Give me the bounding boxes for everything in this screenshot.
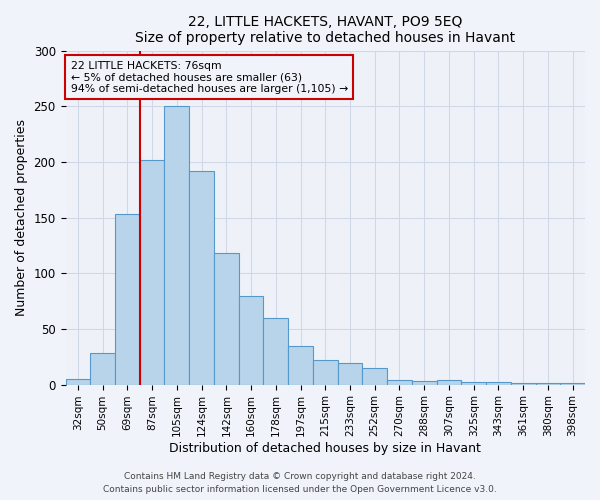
Text: Contains HM Land Registry data © Crown copyright and database right 2024.: Contains HM Land Registry data © Crown c…: [124, 472, 476, 481]
Bar: [486, 382, 511, 384]
X-axis label: Distribution of detached houses by size in Havant: Distribution of detached houses by size …: [169, 442, 481, 455]
Bar: [461, 382, 486, 384]
Bar: [214, 253, 239, 384]
Text: 22 LITTLE HACKETS: 76sqm
← 5% of detached houses are smaller (63)
94% of semi-de: 22 LITTLE HACKETS: 76sqm ← 5% of detache…: [71, 60, 348, 94]
Bar: [65, 379, 90, 384]
Bar: [412, 382, 437, 384]
Text: Contains public sector information licensed under the Open Government Licence v3: Contains public sector information licen…: [103, 485, 497, 494]
Bar: [263, 318, 288, 384]
Y-axis label: Number of detached properties: Number of detached properties: [15, 119, 28, 316]
Bar: [189, 171, 214, 384]
Bar: [313, 360, 338, 384]
Bar: [164, 106, 189, 384]
Bar: [90, 354, 115, 384]
Bar: [239, 296, 263, 384]
Title: 22, LITTLE HACKETS, HAVANT, PO9 5EQ
Size of property relative to detached houses: 22, LITTLE HACKETS, HAVANT, PO9 5EQ Size…: [135, 15, 515, 45]
Bar: [115, 214, 140, 384]
Bar: [437, 380, 461, 384]
Bar: [387, 380, 412, 384]
Bar: [338, 364, 362, 384]
Bar: [362, 368, 387, 384]
Bar: [140, 160, 164, 384]
Bar: [288, 346, 313, 385]
